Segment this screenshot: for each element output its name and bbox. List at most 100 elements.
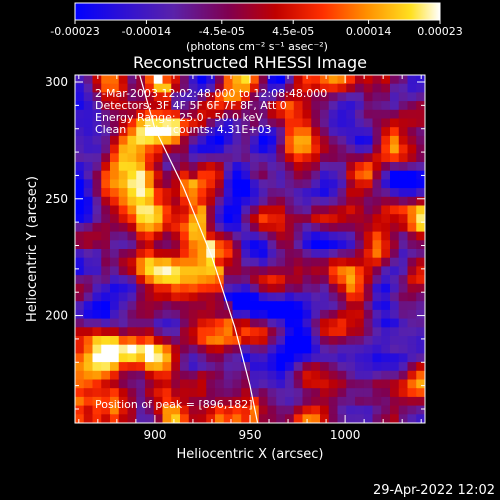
heatmap-cell [197,144,207,154]
heatmap-cell [250,135,260,146]
heatmap-cell [232,318,242,328]
heatmap-cell [232,170,242,180]
heatmap-cell [363,275,374,285]
heatmap-cell [118,362,129,372]
heatmap-cell [153,257,164,267]
heatmap-cell [363,405,374,415]
heatmap-cell [381,109,391,120]
heatmap-cell [188,162,199,172]
heatmap-cell [372,292,382,302]
heatmap-cell [171,127,181,137]
heatmap-cell [346,379,356,389]
heatmap-cell [180,118,190,128]
heatmap-cell [407,257,417,267]
heatmap-cell [206,109,216,120]
heatmap-cell [276,257,286,267]
heatmap-cell [390,144,400,154]
heatmap-cell [75,301,85,311]
heatmap-cell [285,196,295,207]
heatmap-cell [101,336,111,346]
heatmap-cell [276,240,286,250]
heatmap-cell [337,266,347,276]
heatmap-cell [197,240,207,250]
heatmap-cell [250,388,260,398]
heatmap-cell [328,144,339,154]
heatmap-cell [250,83,260,93]
heatmap-cell [197,292,207,302]
heatmap-cell [311,336,321,346]
heatmap-cell [250,188,260,198]
heatmap-cell [302,292,312,302]
heatmap-cell [328,75,339,85]
heatmap-cell [363,83,374,93]
heatmap-cell [328,118,339,128]
heatmap-cell [250,144,260,154]
heatmap-cell [285,379,295,389]
heatmap-cell [215,353,225,363]
heatmap-cell [197,127,207,137]
heatmap-cell [101,75,111,85]
heatmap-cell [75,127,85,137]
heatmap-cell [180,144,190,154]
heatmap-cell [162,283,172,294]
heatmap-cell [390,196,400,207]
heatmap-cell [101,118,111,128]
heatmap-cell [250,101,260,111]
heatmap-cell [311,153,321,163]
heatmap-cell [162,257,172,267]
heatmap-cell [328,327,339,337]
heatmap-cell [250,153,260,163]
heatmap-cell [206,83,216,93]
heatmap-cell [145,144,155,154]
heatmap-cell [320,388,330,398]
heatmap-cell [136,344,146,354]
heatmap-cell [302,92,312,102]
heatmap-cell [258,92,269,102]
heatmap-cell [337,275,347,285]
heatmap-cell [390,318,400,328]
heatmap-cell [153,162,164,172]
heatmap-cell [416,336,425,346]
heatmap-cell [328,266,339,276]
heatmap-cell [346,222,356,233]
heatmap-cell [311,353,321,363]
heatmap-cell [328,405,339,415]
heatmap-cell [267,127,277,137]
heatmap-cell [188,283,199,294]
heatmap-cell [145,353,155,363]
heatmap-cell [180,214,190,224]
heatmap-cell [267,388,277,398]
heatmap-cell [101,135,111,146]
heatmap-cell [75,231,85,241]
heatmap-cell [416,327,425,337]
heatmap-cell [83,362,94,372]
heatmap-cell [127,405,137,415]
heatmap-cell [250,336,260,346]
heatmap-cell [153,135,164,146]
heatmap-cell [250,370,260,381]
heatmap-cell [398,266,409,276]
heatmap-cell [127,118,137,128]
heatmap-cell [267,292,277,302]
heatmap-cell [215,179,225,189]
heatmap-cell [398,396,409,407]
heatmap-cell [276,336,286,346]
heatmap-cell [285,370,295,381]
heatmap-cell [337,92,347,102]
heatmap-cell [390,127,400,137]
heatmap-cell [180,283,190,294]
heatmap-cell [206,240,216,250]
heatmap-cell [285,301,295,311]
heatmap-cell [110,231,120,241]
heatmap-cell [267,344,277,354]
heatmap-cell [241,370,251,381]
heatmap-cell [118,205,129,215]
heatmap-cells [75,75,425,423]
heatmap-cell [180,414,190,423]
heatmap-cell [355,135,365,146]
heatmap-cell [293,92,304,102]
heatmap-cell [372,75,382,85]
heatmap-cell [75,344,85,354]
heatmap-cell [250,214,260,224]
heatmap-cell [407,292,417,302]
